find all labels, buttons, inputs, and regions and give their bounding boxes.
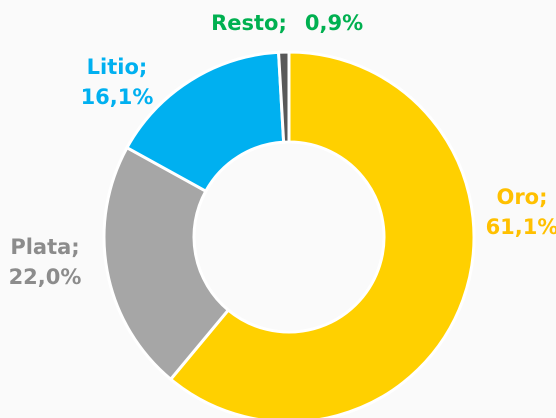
value-label: 0,9% <box>305 11 363 35</box>
value-label: 22,0% <box>9 265 82 289</box>
donut-segment <box>276 50 291 144</box>
donut-segment <box>102 145 231 382</box>
category-label: Oro; <box>496 185 547 209</box>
category-label: Plata; <box>10 235 79 259</box>
donut-segment <box>168 50 476 418</box>
donut-segment <box>124 50 286 194</box>
category-label: Resto; <box>211 11 287 35</box>
value-label: 61,1% <box>486 215 556 239</box>
value-label: 16,1% <box>81 85 154 109</box>
category-label: Litio; <box>87 55 148 79</box>
